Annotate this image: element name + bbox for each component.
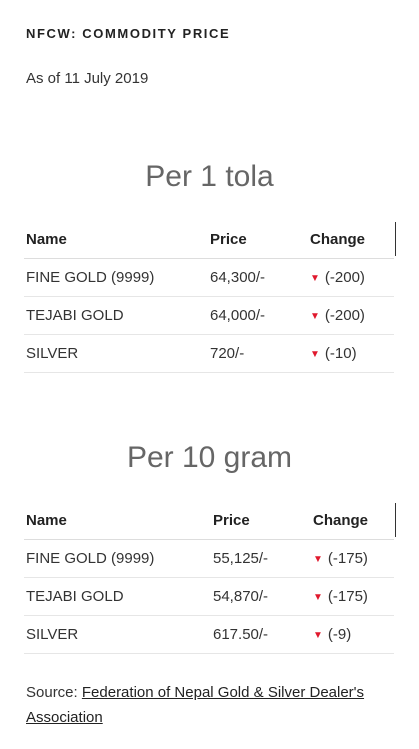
column-header-change: Change bbox=[311, 501, 394, 540]
change-value: (-175) bbox=[327, 550, 368, 567]
change-value: (-200) bbox=[324, 269, 365, 286]
commodity-name: FINE GOLD (9999) bbox=[24, 539, 211, 578]
source-link[interactable]: Federation of Nepal Gold & Silver Dealer… bbox=[26, 684, 365, 726]
column-header-price: Price bbox=[208, 220, 308, 259]
section-title-per-10-gram: Per 10 gram bbox=[126, 441, 293, 474]
down-arrow-icon: ▼ bbox=[313, 592, 323, 603]
commodity-price: 617.50/- bbox=[211, 615, 311, 654]
down-arrow-icon: ▼ bbox=[313, 630, 323, 641]
column-header-name: Name bbox=[24, 220, 208, 259]
price-change: ▼ (-200) bbox=[308, 296, 394, 335]
commodity-price: 64,300/- bbox=[208, 258, 308, 297]
price-change: ▼ (-10) bbox=[308, 334, 394, 373]
source-attribution: Source: Federation of Nepal Gold & Silve… bbox=[26, 680, 396, 730]
commodity-name: TEJABI GOLD bbox=[24, 296, 208, 335]
column-header-change: Change bbox=[308, 220, 394, 259]
commodity-name: FINE GOLD (9999) bbox=[24, 258, 208, 297]
price-table-per-10-gram: Name Price Change FINE GOLD (9999) 55,12… bbox=[24, 501, 394, 654]
change-value: (-10) bbox=[324, 345, 357, 362]
change-value: (-200) bbox=[324, 307, 365, 324]
price-change: ▼ (-200) bbox=[308, 258, 394, 297]
table-row: SILVER 720/- ▼ (-10) bbox=[24, 334, 394, 373]
table-row: SILVER 617.50/- ▼ (-9) bbox=[24, 615, 394, 654]
commodity-name: SILVER bbox=[24, 334, 208, 373]
commodity-price: 54,870/- bbox=[211, 577, 311, 616]
widget-title: NFCW: COMMODITY PRICE bbox=[26, 26, 231, 41]
as-of-date: As of 11 July 2019 bbox=[26, 70, 149, 87]
table-row: FINE GOLD (9999) 64,300/- ▼ (-200) bbox=[24, 258, 394, 297]
table-header-row: Name Price Change bbox=[24, 501, 394, 540]
section-title-per-tola: Per 1 tola bbox=[145, 160, 274, 193]
change-value: (-175) bbox=[327, 588, 368, 605]
commodity-name: TEJABI GOLD bbox=[24, 577, 211, 616]
price-change: ▼ (-175) bbox=[311, 577, 394, 616]
table-row: TEJABI GOLD 54,870/- ▼ (-175) bbox=[24, 577, 394, 616]
price-change: ▼ (-175) bbox=[311, 539, 394, 578]
table-header-row: Name Price Change bbox=[24, 220, 394, 259]
down-arrow-icon: ▼ bbox=[313, 554, 323, 565]
commodity-price: 55,125/- bbox=[211, 539, 311, 578]
table-scroll-edge bbox=[395, 503, 396, 537]
source-label: Source: bbox=[26, 684, 82, 701]
price-change: ▼ (-9) bbox=[311, 615, 394, 654]
table-row: TEJABI GOLD 64,000/- ▼ (-200) bbox=[24, 296, 394, 335]
commodity-price: 720/- bbox=[208, 334, 308, 373]
table-scroll-edge bbox=[395, 222, 396, 256]
down-arrow-icon: ▼ bbox=[310, 273, 320, 284]
change-value: (-9) bbox=[327, 626, 352, 643]
table-row: FINE GOLD (9999) 55,125/- ▼ (-175) bbox=[24, 539, 394, 578]
down-arrow-icon: ▼ bbox=[310, 349, 320, 360]
commodity-price: 64,000/- bbox=[208, 296, 308, 335]
column-header-name: Name bbox=[24, 501, 211, 540]
commodity-name: SILVER bbox=[24, 615, 211, 654]
column-header-price: Price bbox=[211, 501, 311, 540]
price-table-per-tola: Name Price Change FINE GOLD (9999) 64,30… bbox=[24, 220, 394, 373]
down-arrow-icon: ▼ bbox=[310, 311, 320, 322]
